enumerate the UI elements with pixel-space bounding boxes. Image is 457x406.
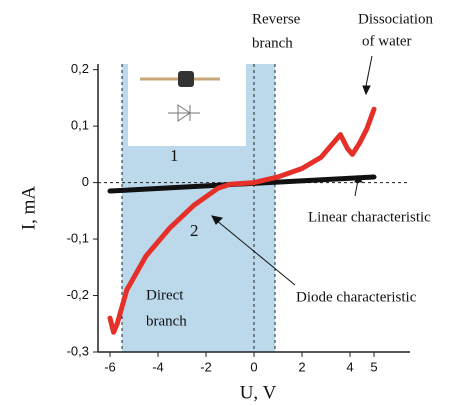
y-tick-label: -0,3 [67, 343, 89, 358]
arrows [211, 55, 373, 286]
annotation: of water [362, 33, 412, 49]
y-axis-label: I, mA [18, 186, 39, 231]
x-tick-label: 0 [250, 359, 257, 374]
series-annotation: Diode characteristic [296, 289, 417, 305]
curve-number: 1 [170, 146, 179, 165]
x-tick-label: -6 [104, 359, 116, 374]
annotation: Reverse [252, 11, 301, 27]
y-tick-label: -0,2 [67, 287, 89, 302]
annotation: branch [146, 313, 187, 329]
x-tick-label: -2 [200, 359, 212, 374]
x-axis-label: U, V [240, 382, 277, 403]
diode-icon [140, 71, 220, 122]
x-tick-label: 5 [370, 359, 377, 374]
y-tick-label: 0,1 [71, 118, 89, 133]
x-tick-label: -4 [152, 359, 164, 374]
series-annotation: Linear characteristic [308, 209, 431, 225]
curve-number: 2 [190, 221, 199, 240]
y-tick-label: -0,1 [67, 230, 89, 245]
y-tick-label: 0 [82, 174, 89, 189]
series-line [107, 106, 377, 335]
annotation: branch [252, 35, 293, 51]
y-tick-label: 0,2 [71, 61, 89, 76]
x-tick-label: 2 [298, 359, 305, 374]
x-tick-label: 4 [346, 359, 353, 374]
annotation: Direct [146, 287, 184, 303]
annotation: Dissociation [358, 11, 433, 27]
